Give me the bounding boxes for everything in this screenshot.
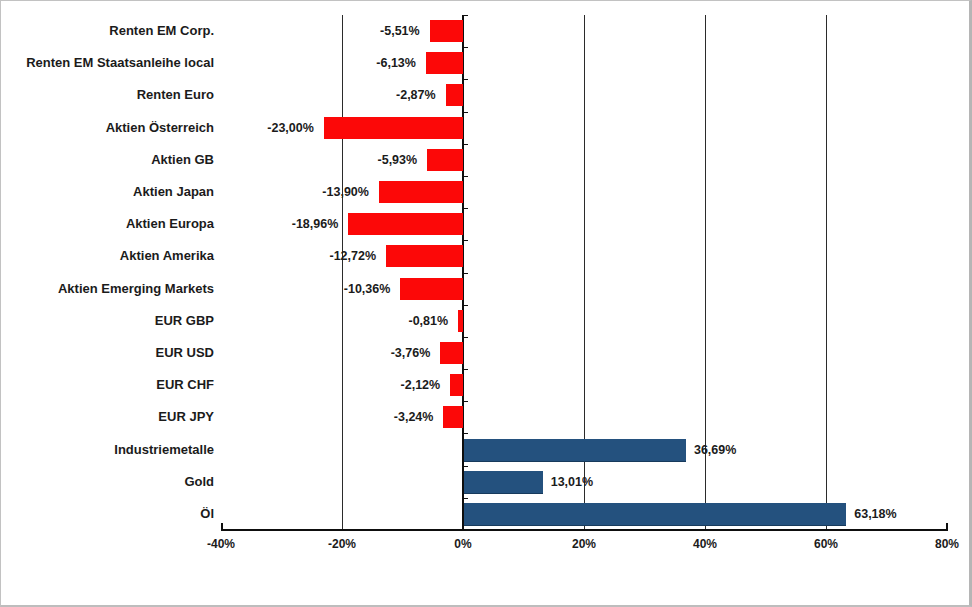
bar-chart-canvas: -5,51%-6,13%-2,87%-23,00%-5,93%-13,90%-1… — [0, 0, 972, 607]
x-tick-label: 60% — [794, 537, 858, 551]
x-tick-label: 0% — [431, 537, 495, 551]
x-axis-line — [221, 529, 948, 531]
value-axis: -40% -20% 0% 20% 40% 60% 80% — [1, 1, 969, 605]
x-tick-label: -20% — [310, 537, 374, 551]
x-tick-label: 40% — [673, 537, 737, 551]
x-axis-end-tick — [946, 523, 948, 530]
x-axis-end-tick — [221, 523, 223, 530]
x-tick-label: 20% — [552, 537, 616, 551]
x-tick-label: -40% — [189, 537, 253, 551]
x-tick-label: 80% — [915, 537, 972, 551]
